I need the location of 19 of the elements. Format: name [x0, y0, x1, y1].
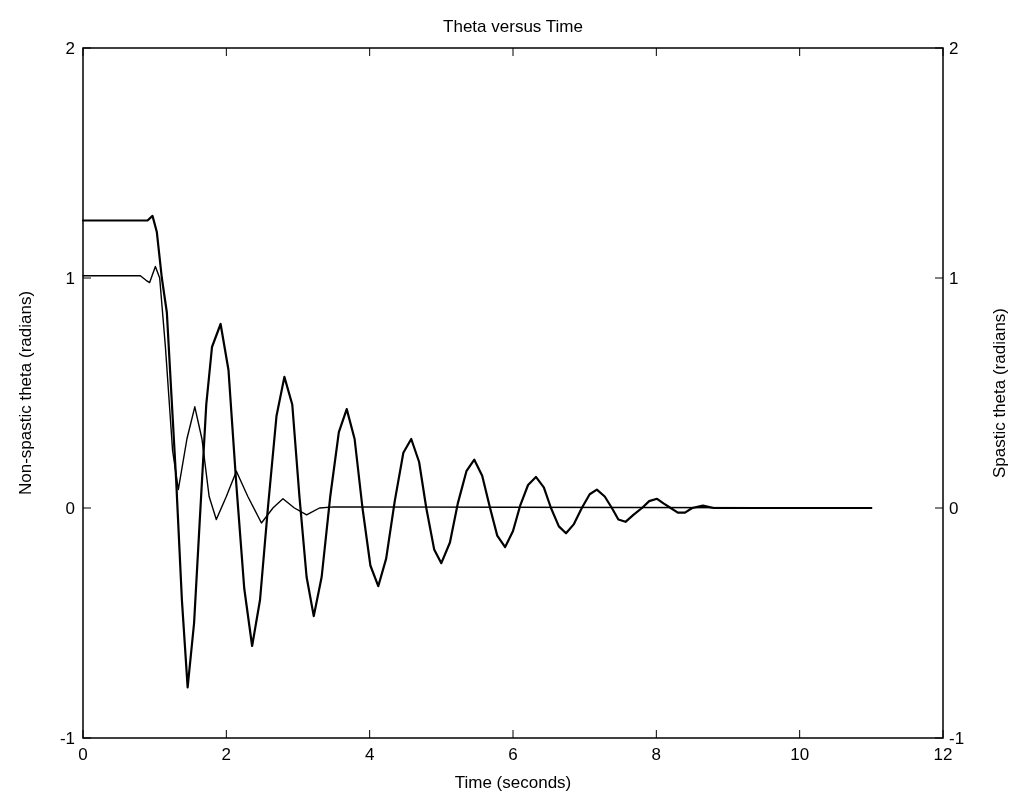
y-tick-label: -1 — [59, 729, 75, 748]
x-tick-label: 6 — [508, 745, 518, 764]
x-tick-label: 12 — [933, 745, 953, 764]
x-tick-label: 0 — [78, 745, 88, 764]
chart-title: Theta versus Time — [443, 17, 583, 36]
y-tick-label: 1 — [65, 269, 75, 288]
x-tick-label: 4 — [364, 745, 375, 764]
y2-axis-title: Spastic theta (radians) — [990, 307, 1009, 479]
y-tick-label: 0 — [65, 499, 75, 518]
x-tick-label: 2 — [221, 745, 232, 764]
y2-tick-label: 1 — [949, 269, 959, 288]
x-tick-label: 10 — [790, 745, 810, 764]
y2-tick-label: 2 — [949, 39, 959, 58]
y2-tick-label: -1 — [949, 729, 965, 748]
y-axis-title: Non-spastic theta (radians) — [16, 290, 35, 496]
x-tick-label: 8 — [651, 745, 662, 764]
y-tick-label: 2 — [65, 39, 75, 58]
y2-tick-label: 0 — [949, 499, 959, 518]
x-axis-title: Time (seconds) — [454, 773, 572, 792]
